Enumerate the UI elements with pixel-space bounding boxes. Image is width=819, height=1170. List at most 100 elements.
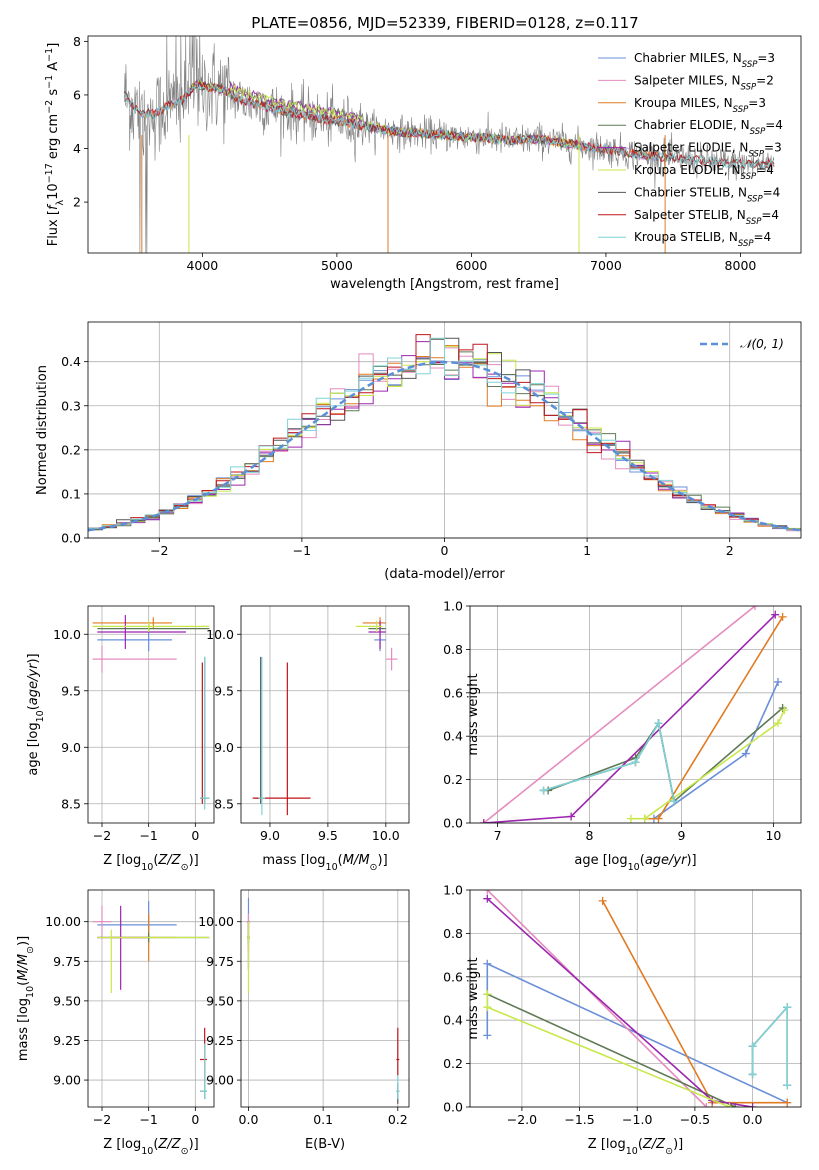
spectrum-axes: 4000 5000 6000 7000 8000 2 4 6 8 wavelength [Angs… [44, 34, 802, 292]
tick-label-y: 0.8 [443, 642, 463, 657]
legend-label: Chabrier ELODIE, NSSP=4 [634, 118, 783, 137]
tick-label-y: 0.2 [61, 442, 81, 457]
tick-label-y: 9.5 [214, 683, 234, 698]
tick-label-x: −1.0 [622, 1112, 652, 1127]
mass-weight-line [483, 606, 756, 823]
mass-weight-line [751, 1005, 788, 1086]
tick-label-y: 0.1 [61, 486, 81, 501]
normal-curve-line [88, 360, 801, 532]
mass-weight-line [751, 1005, 788, 1086]
tick-label-x: 0 [441, 543, 449, 558]
tick-label-x: 0 [191, 828, 199, 843]
tick-label-x: −2 [150, 543, 168, 558]
tick-label-y: 9.00 [206, 1073, 234, 1088]
mass-weight-marker [702, 1103, 711, 1107]
tick-label-x: 0.0 [239, 1112, 259, 1127]
mass-weight-marker [598, 896, 607, 905]
mass-weight-marker [567, 812, 576, 821]
mass-weight-marker [771, 610, 780, 619]
tick-label-y: 10.00 [45, 914, 81, 929]
mass-weight-marker [774, 719, 783, 728]
x-axis-label: mass [log10(M/M⊙)] [262, 853, 387, 873]
mass-weight-marker [748, 1070, 757, 1079]
tick-label-x: 0.1 [313, 1112, 333, 1127]
y-axis-label: age [log10(age/yr)] [26, 653, 46, 775]
model-spectrum-line [188, 79, 580, 150]
legend-label: Chabrier STELIB, NSSP=4 [634, 185, 780, 204]
legend-label: Kroupa ELODIE, NSSP=4 [634, 163, 774, 182]
mass-weight-marker [654, 719, 663, 728]
tick-label-y: 10.0 [53, 627, 81, 642]
y-axis-label: mass weight [466, 673, 481, 755]
mass-weight-marker [748, 1103, 757, 1107]
tick-label-y: 0.4 [443, 729, 463, 744]
mass-weight-marker [483, 894, 492, 903]
mass-weight-marker [483, 959, 492, 968]
x-axis-label: age [log10(age/yr)] [574, 853, 696, 873]
mass-weight-marker [631, 758, 640, 767]
tick-label-y: 4 [73, 141, 81, 156]
mass-weight-line [486, 993, 736, 1107]
tick-label-x: 10 [765, 828, 781, 843]
axes-frame [87, 35, 802, 254]
mass_weight_vs_age-plot [479, 606, 789, 823]
tick-label-x: 4000 [186, 258, 218, 273]
mass-weight-marker [741, 749, 750, 758]
mass-weight-marker [626, 814, 635, 823]
axes-frame [240, 605, 410, 824]
tick-label-y: 0.4 [61, 354, 81, 369]
mass-weight-marker [539, 786, 548, 795]
tick-label-y: 0.4 [443, 1013, 463, 1028]
age_vs_mass-plot [252, 617, 398, 816]
tick-label-y: 0.6 [443, 969, 463, 984]
axes-frame [469, 889, 802, 1108]
tick-label-x: −1 [139, 1112, 157, 1127]
tick-label-y: 9.50 [53, 993, 81, 1008]
figure-title: PLATE=0856, MJD=52339, FIBERID=0128, z=0… [251, 14, 638, 32]
mass-weight-marker [654, 814, 663, 823]
mass-weight-line [486, 890, 707, 1107]
age_vs_Z-plot [92, 615, 210, 810]
tick-label-x: 10.0 [372, 828, 400, 843]
mass_vs_ebv-axes: 0.0 0.1 0.2 9.00 9.25 9.50 9.75 10.00 E(B-V) [198, 889, 410, 1152]
axes-frame [87, 605, 215, 824]
mass-weight-marker [783, 1081, 792, 1090]
tick-label-y: 8.5 [214, 796, 234, 811]
mass-weight-marker [751, 606, 760, 610]
mass-weight-marker [780, 706, 789, 715]
y-axis-label: mass weight [466, 957, 481, 1039]
tick-label-x: 7 [494, 828, 502, 843]
x-axis-label: Z [log10(Z/Z⊙)] [103, 853, 198, 873]
legend-label: Salpeter ELODIE, NSSP=3 [634, 141, 782, 160]
tick-label-y: 9.25 [206, 1033, 234, 1048]
tick-label-x: 6000 [455, 258, 487, 273]
mass-weight-marker [783, 1098, 792, 1107]
age_vs_Z-axes: −2 −1 0 8.5 9.0 9.5 10.0 Z [log10(Z/Z⊙)] age [lo… [26, 605, 215, 873]
tick-label-y: 9.75 [53, 954, 81, 969]
axes-frame [87, 889, 215, 1108]
tick-label-x: 8000 [725, 258, 757, 273]
tick-label-x: −1.5 [564, 1112, 594, 1127]
mass-weight-marker [778, 612, 787, 621]
tick-label-x: 0 [191, 1112, 199, 1127]
legend-label-normal: 𝒩(0, 1) [740, 337, 784, 351]
tick-label-x: 9.5 [318, 828, 338, 843]
tick-label-x: −2.0 [507, 1112, 537, 1127]
spectrum-plot [123, 36, 775, 253]
tick-label-x: 9 [677, 828, 685, 843]
tick-label-y: 8 [73, 34, 81, 49]
tick-label-x: −2 [93, 828, 111, 843]
mass_vs_Z-axes: −2 −1 0 9.00 9.25 9.50 9.75 10.00 Z [log10(Z/Z⊙)… [16, 889, 215, 1157]
tick-label-y: 9.5 [61, 683, 81, 698]
mass_vs_Z-plot [92, 901, 210, 1100]
tick-label-y: 0.0 [61, 531, 81, 546]
legend-label: Salpeter MILES, NSSP=2 [634, 73, 774, 92]
tick-label-x: −1 [139, 828, 157, 843]
mass-weight-marker [479, 819, 488, 823]
legend-label: Kroupa STELIB, NSSP=4 [634, 230, 771, 249]
axes-frame [469, 605, 802, 824]
x-axis-label: Z [log10(Z/Z⊙)] [103, 1137, 198, 1157]
mass-weight-marker [748, 1042, 757, 1051]
